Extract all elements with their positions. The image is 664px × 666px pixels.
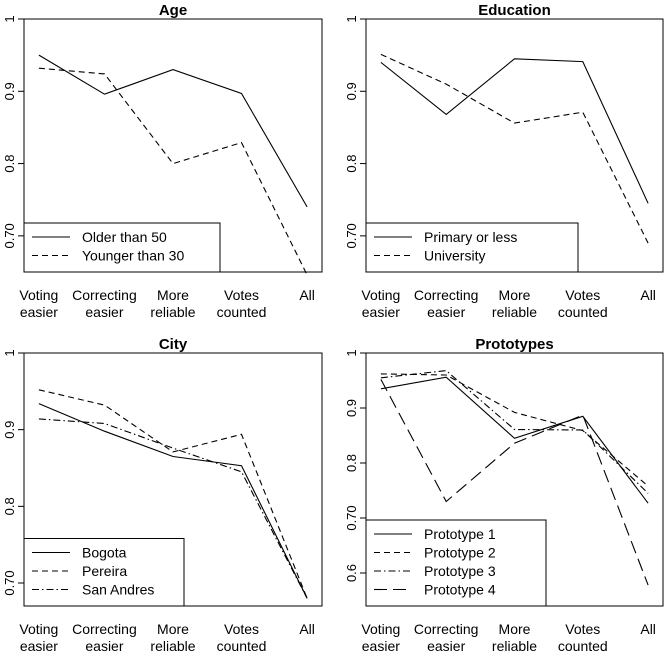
y-tick-label: 0.70 — [2, 223, 17, 248]
y-tick-label: 1 — [2, 15, 17, 22]
legend-box — [23, 222, 221, 273]
y-tick-label: 0.9 — [344, 399, 359, 417]
panel-age: Age0.700.80.91VotingeasierCorrectingeasi… — [2, 2, 323, 320]
legend-box — [365, 222, 579, 273]
x-category-label: More — [499, 621, 531, 637]
x-category-label: All — [299, 621, 315, 637]
x-category-label: All — [640, 621, 656, 637]
legend-label: Primary or less — [424, 229, 517, 245]
chart-title: Prototypes — [475, 336, 553, 353]
x-category-label: Voting — [361, 621, 400, 637]
x-category-label: easier — [20, 304, 58, 320]
series-line — [38, 67, 308, 276]
legend-label: Younger than 30 — [82, 248, 184, 264]
chart-title: Age — [159, 2, 187, 19]
y-tick-label: 0.9 — [2, 421, 17, 439]
series-line — [38, 418, 308, 599]
series-line — [380, 376, 649, 504]
x-category-label: reliable — [492, 638, 537, 654]
series-line — [38, 389, 308, 599]
y-tick-label: 0.8 — [2, 155, 17, 173]
y-tick-label: 0.9 — [2, 82, 17, 100]
x-category-label: counted — [217, 304, 267, 320]
x-category-label: easier — [362, 638, 400, 654]
y-tick-label: 0.6 — [344, 564, 359, 582]
x-category-label: easier — [362, 304, 400, 320]
legend-label: Prototype 3 — [424, 563, 496, 579]
x-category-label: Correcting — [414, 621, 479, 637]
x-category-label: easier — [427, 638, 465, 654]
y-tick-label: 1 — [2, 349, 17, 356]
legend-label: Prototype 2 — [424, 545, 496, 561]
x-category-label: All — [299, 287, 315, 303]
legend-label: Prototype 1 — [424, 526, 496, 542]
x-category-label: Voting — [19, 621, 58, 637]
y-tick-label: 0.8 — [344, 155, 359, 173]
x-category-label: More — [157, 621, 189, 637]
panel-city: City0.700.80.91VotingeasierCorrectingeas… — [2, 336, 323, 654]
x-category-label: Votes — [224, 621, 259, 637]
y-tick-label: 1 — [344, 15, 359, 22]
x-category-label: Voting — [361, 287, 400, 303]
x-category-label: Votes — [224, 287, 259, 303]
panel-prototypes: Prototypes0.60.700.80.91VotingeasierCorr… — [344, 336, 664, 654]
x-category-label: reliable — [492, 304, 537, 320]
y-tick-label: 0.8 — [344, 454, 359, 472]
legend-box — [23, 538, 185, 607]
x-category-label: More — [499, 287, 531, 303]
x-category-label: easier — [427, 304, 465, 320]
x-category-label: reliable — [150, 638, 195, 654]
x-category-label: easier — [85, 304, 123, 320]
x-category-label: counted — [217, 638, 267, 654]
series-line — [380, 379, 649, 586]
y-tick-label: 0.70 — [344, 505, 359, 530]
legend-label: Bogota — [82, 545, 127, 561]
x-category-label: counted — [558, 304, 608, 320]
chart-title: Education — [478, 2, 551, 19]
legend-label: University — [424, 248, 485, 264]
legend-label: San Andres — [82, 582, 154, 598]
series-line — [380, 373, 649, 487]
x-category-label: counted — [558, 638, 608, 654]
x-category-label: Correcting — [72, 287, 137, 303]
panel-education: Education0.700.80.91VotingeasierCorrecti… — [344, 2, 664, 320]
x-category-label: Correcting — [414, 287, 479, 303]
legend-label: Pereira — [82, 563, 127, 579]
x-category-label: easier — [20, 638, 58, 654]
x-category-label: easier — [85, 638, 123, 654]
series-line — [380, 53, 649, 244]
legend-label: Prototype 4 — [424, 582, 496, 598]
y-tick-label: 0.8 — [2, 497, 17, 515]
chart-title: City — [159, 336, 188, 353]
y-tick-label: 1 — [344, 349, 359, 356]
x-category-label: More — [157, 287, 189, 303]
y-tick-label: 0.9 — [344, 82, 359, 100]
series-line — [380, 58, 649, 204]
x-category-label: Votes — [565, 621, 600, 637]
x-category-label: Votes — [565, 287, 600, 303]
legend-label: Older than 50 — [82, 229, 167, 245]
x-category-label: All — [640, 287, 656, 303]
y-tick-label: 0.70 — [344, 223, 359, 248]
series-line — [38, 54, 308, 208]
x-category-label: Voting — [19, 287, 58, 303]
x-category-label: reliable — [150, 304, 195, 320]
x-category-label: Correcting — [72, 621, 137, 637]
series-line — [380, 370, 649, 494]
y-tick-label: 0.70 — [2, 570, 17, 595]
